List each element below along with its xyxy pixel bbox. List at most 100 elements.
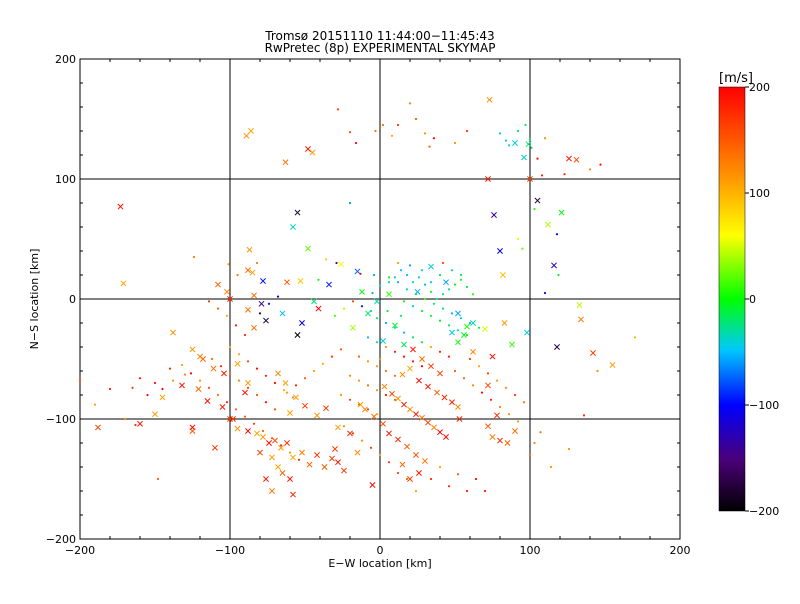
data-point-x (215, 281, 221, 288)
colorbar-label: [m/s] (719, 71, 753, 86)
data-point-dot (447, 485, 451, 488)
data-point-dot (378, 453, 382, 457)
data-point-x (449, 329, 455, 336)
data-point-x (609, 362, 616, 368)
data-point-x (347, 430, 353, 437)
data-point-x (350, 324, 356, 331)
data-point-dot (453, 283, 457, 286)
data-point-dot (465, 489, 469, 493)
data-point-dot (342, 425, 346, 428)
data-point-dot (146, 393, 149, 397)
data-point-dot (528, 453, 532, 457)
data-point-dot (567, 447, 571, 451)
data-point-dot (402, 300, 406, 303)
data-point-dot (243, 415, 247, 418)
data-point-dot (405, 477, 409, 481)
data-point-dot (521, 247, 524, 250)
y-tick-label: −100 (46, 413, 76, 426)
data-point-dot (633, 336, 637, 339)
colorbar-tick-label: 200 (749, 81, 770, 94)
data-point-x (485, 176, 491, 182)
data-point-dot (533, 441, 536, 445)
data-point-dot (351, 300, 355, 303)
data-point-dot (563, 173, 566, 176)
data-point-dot (438, 319, 442, 322)
data-point-x (431, 424, 437, 431)
data-point-dot (227, 263, 230, 266)
data-point-dot (429, 281, 433, 284)
x-tick-label: −100 (215, 544, 245, 557)
data-point-dot (78, 379, 82, 382)
data-point-dot (339, 393, 343, 397)
data-point-dot (390, 134, 394, 137)
data-point-dot (237, 379, 241, 382)
data-point-dot (516, 237, 520, 241)
data-point-dot (348, 374, 352, 377)
data-point-x (210, 365, 217, 372)
data-point-x (461, 332, 467, 338)
data-point-dot (375, 317, 379, 320)
x-tick-label: −200 (65, 544, 95, 557)
data-point-dot (207, 386, 211, 389)
data-point-x (137, 420, 143, 427)
data-point-x (455, 310, 461, 317)
data-point-dot (435, 297, 439, 301)
data-point-x (227, 296, 233, 302)
data-point-x (389, 390, 395, 397)
data-point-x (321, 464, 328, 470)
data-point-x (449, 399, 455, 406)
data-point-dot (357, 355, 361, 358)
data-point-dot (441, 307, 445, 310)
data-point-dot (438, 350, 442, 353)
data-point-x (299, 320, 305, 326)
data-point-x (245, 267, 251, 274)
data-point-x (279, 310, 286, 317)
data-point-dot (378, 284, 382, 287)
data-point-dot (474, 477, 478, 481)
data-point-dot (168, 367, 172, 370)
data-point-dot (447, 288, 451, 291)
data-point-dot (524, 123, 527, 127)
data-point-dot (393, 350, 397, 353)
data-point-x (159, 394, 166, 401)
data-point-dot (432, 137, 436, 140)
data-point-x (419, 356, 425, 362)
data-point-dot (453, 369, 457, 373)
data-point-dot (477, 326, 481, 329)
data-point-x (242, 389, 248, 396)
data-point-x (443, 434, 449, 440)
data-point-x (287, 476, 293, 482)
data-point-dot (183, 373, 187, 376)
data-point-dot (423, 297, 427, 301)
data-point-x (152, 411, 158, 418)
data-point-dot (393, 374, 397, 377)
data-point-x (245, 306, 251, 313)
data-point-x (189, 346, 196, 353)
data-point-dot (153, 381, 157, 385)
data-point-dot (405, 273, 409, 277)
data-point-dot (357, 403, 361, 406)
data-point-x (455, 404, 461, 410)
data-point-x (489, 434, 496, 440)
data-point-dot (486, 372, 490, 375)
data-point-dot (375, 413, 379, 416)
data-point-x (243, 132, 250, 139)
data-point-x (501, 320, 508, 326)
data-point-x (354, 449, 361, 456)
data-point-x (525, 141, 532, 148)
data-point-x (189, 428, 196, 434)
data-point-dot (414, 293, 418, 296)
data-point-x (362, 406, 368, 413)
data-point-x (437, 429, 443, 436)
data-points (78, 96, 637, 498)
data-point-dot (429, 477, 433, 481)
data-point-x (401, 401, 407, 408)
data-point-x (573, 156, 580, 163)
data-point-x (234, 425, 241, 432)
data-point-dot (465, 333, 469, 337)
data-point-x (395, 436, 401, 443)
data-point-x (371, 413, 377, 420)
data-point-dot (387, 461, 391, 464)
data-point-dot (530, 146, 533, 149)
